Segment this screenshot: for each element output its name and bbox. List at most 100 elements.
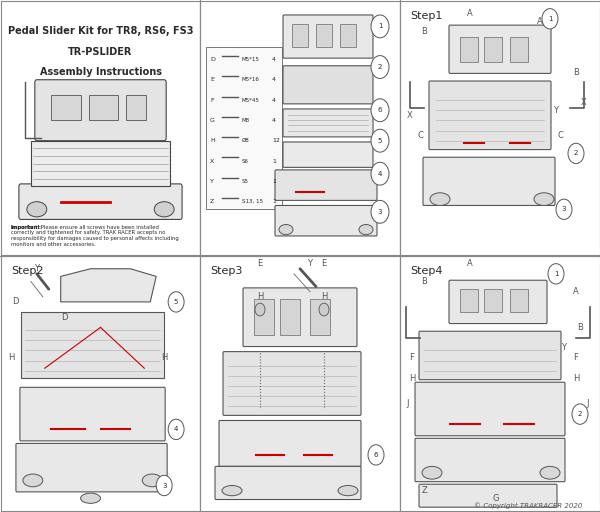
Bar: [510, 289, 528, 312]
Text: Assembly Instructions: Assembly Instructions: [40, 67, 161, 77]
Text: Y: Y: [308, 259, 313, 268]
Text: Step2: Step2: [11, 266, 43, 276]
Text: Step1: Step1: [410, 11, 442, 21]
Circle shape: [572, 404, 588, 424]
Bar: [254, 300, 274, 335]
Text: M8: M8: [242, 118, 250, 123]
Text: M5*15: M5*15: [242, 57, 260, 62]
Bar: [460, 289, 478, 312]
Circle shape: [548, 264, 564, 284]
Text: H: H: [210, 138, 215, 143]
Bar: [460, 36, 478, 62]
FancyBboxPatch shape: [16, 443, 167, 492]
Text: 4: 4: [272, 118, 276, 123]
Text: 4: 4: [378, 170, 382, 177]
Bar: [484, 289, 502, 312]
Text: A: A: [537, 17, 543, 26]
Text: Important: Please ensure all screws have been installed
correctly and tightened : Important: Please ensure all screws have…: [11, 225, 179, 247]
Text: A: A: [467, 9, 473, 18]
FancyBboxPatch shape: [429, 81, 551, 150]
Ellipse shape: [422, 466, 442, 479]
FancyBboxPatch shape: [20, 387, 165, 441]
Text: 12: 12: [272, 138, 280, 143]
FancyBboxPatch shape: [275, 205, 377, 236]
Ellipse shape: [430, 193, 450, 205]
Text: S5: S5: [242, 179, 249, 184]
Text: E: E: [322, 259, 326, 268]
Circle shape: [371, 99, 389, 122]
Text: © Copyright TRAKRACER 2020: © Copyright TRAKRACER 2020: [473, 503, 582, 509]
FancyBboxPatch shape: [19, 184, 182, 220]
Text: 3: 3: [562, 206, 566, 212]
Text: B: B: [573, 68, 579, 77]
Text: D: D: [210, 57, 215, 62]
Ellipse shape: [154, 202, 174, 217]
Text: 4: 4: [272, 57, 276, 62]
Circle shape: [371, 56, 389, 78]
Text: D: D: [61, 313, 68, 322]
Text: G: G: [493, 494, 499, 503]
Bar: [21, 312, 164, 378]
Text: S13, 15: S13, 15: [242, 199, 263, 204]
FancyBboxPatch shape: [283, 109, 373, 137]
Text: E: E: [257, 259, 263, 268]
Circle shape: [168, 292, 184, 312]
Text: X: X: [581, 98, 587, 107]
Ellipse shape: [27, 202, 47, 217]
Bar: [316, 24, 332, 47]
Text: H: H: [321, 292, 327, 301]
Text: H: H: [257, 292, 263, 301]
Text: S6: S6: [242, 159, 249, 163]
Text: Z: Z: [210, 199, 214, 204]
FancyBboxPatch shape: [215, 466, 361, 500]
FancyBboxPatch shape: [223, 352, 361, 415]
Circle shape: [371, 162, 389, 185]
Text: 1: 1: [272, 199, 276, 204]
Text: 1: 1: [378, 24, 382, 29]
Text: 4: 4: [174, 426, 178, 433]
Text: E: E: [210, 77, 214, 82]
Text: TR-PSLIDER: TR-PSLIDER: [68, 47, 133, 57]
Text: J: J: [407, 399, 409, 409]
Text: Y: Y: [554, 105, 559, 115]
Text: Step4: Step4: [410, 266, 443, 276]
Bar: [310, 300, 330, 335]
Circle shape: [371, 129, 389, 152]
Ellipse shape: [222, 485, 242, 496]
Text: 3: 3: [162, 482, 166, 488]
Text: B: B: [421, 277, 427, 286]
Circle shape: [319, 303, 329, 316]
Text: A: A: [573, 287, 579, 296]
FancyBboxPatch shape: [423, 157, 555, 205]
Text: 1: 1: [272, 159, 276, 163]
Polygon shape: [61, 269, 156, 302]
Bar: [89, 95, 118, 120]
Text: Y: Y: [562, 344, 566, 352]
Text: H: H: [409, 374, 415, 383]
Ellipse shape: [279, 225, 293, 234]
Circle shape: [156, 475, 172, 496]
Circle shape: [255, 303, 265, 316]
Text: M5*16: M5*16: [242, 77, 260, 82]
Bar: [484, 36, 502, 62]
Text: 5: 5: [378, 138, 382, 144]
Circle shape: [371, 200, 389, 223]
FancyBboxPatch shape: [415, 438, 565, 482]
Text: Y: Y: [210, 179, 214, 184]
Text: Step3: Step3: [210, 266, 242, 276]
Text: 2: 2: [578, 411, 582, 417]
Ellipse shape: [80, 493, 101, 503]
FancyBboxPatch shape: [283, 66, 373, 104]
FancyBboxPatch shape: [35, 80, 166, 141]
Text: J: J: [587, 399, 589, 409]
Text: 3: 3: [378, 209, 382, 215]
Bar: [31, 141, 170, 186]
FancyBboxPatch shape: [283, 142, 373, 167]
Ellipse shape: [534, 193, 554, 205]
Text: Y: Y: [34, 264, 40, 273]
FancyBboxPatch shape: [419, 331, 561, 380]
Text: H: H: [161, 353, 167, 362]
Text: F: F: [210, 98, 214, 102]
Text: 2: 2: [378, 64, 382, 70]
Text: 4: 4: [272, 77, 276, 82]
